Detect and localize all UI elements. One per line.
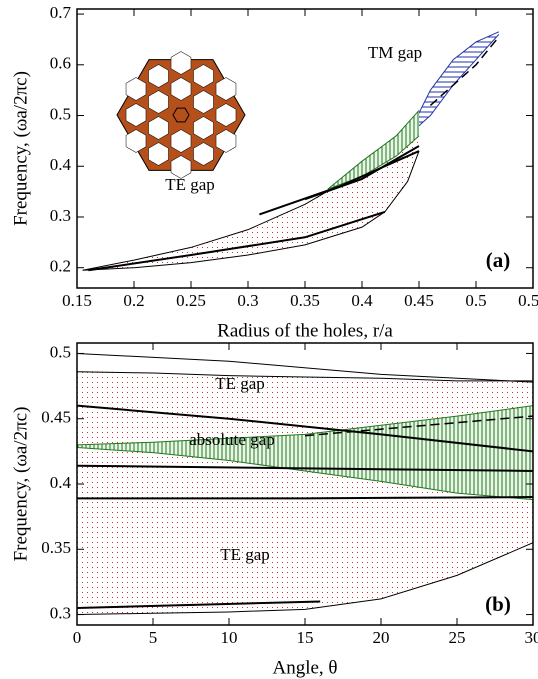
band-edge xyxy=(77,496,533,500)
hole xyxy=(193,90,214,114)
hole xyxy=(193,116,214,140)
y-tick-label: 0.5 xyxy=(50,342,71,361)
y-tick-label: 0.3 xyxy=(50,206,71,225)
band-edge xyxy=(77,600,321,610)
gap-lower-edge xyxy=(327,135,420,190)
gap-lower-edge xyxy=(77,446,533,501)
band-edge xyxy=(77,404,533,453)
hole xyxy=(148,90,169,114)
x-tick-label: 0.35 xyxy=(290,291,320,310)
hole xyxy=(215,77,237,101)
x-tick-label: 15 xyxy=(297,628,314,647)
hole xyxy=(148,142,169,166)
gap-label: TM gap xyxy=(368,43,422,62)
hole xyxy=(125,129,147,153)
band-edge xyxy=(77,352,533,383)
x-tick-label: 0.25 xyxy=(176,291,206,310)
hole xyxy=(215,103,237,127)
hole xyxy=(170,51,192,75)
x-tick-label: 20 xyxy=(373,628,390,647)
annotation: (b) xyxy=(485,592,511,616)
hole xyxy=(148,116,169,140)
y-tick-label: 0.7 xyxy=(50,3,72,22)
x-tick-label: 25 xyxy=(449,628,466,647)
y-axis-label: Frequency, (ωa/2πc) xyxy=(10,71,31,226)
band-edge xyxy=(304,415,533,437)
gap-label: TE gap xyxy=(220,545,270,564)
gap-label: TE gap xyxy=(165,175,215,194)
x-tick-label: 0.15 xyxy=(62,291,92,310)
x-tick-label: 0.5 xyxy=(465,291,486,310)
band-edge xyxy=(429,36,500,106)
x-tick-label: 0.3 xyxy=(237,291,258,310)
plot: TE gap absolute gap 0 5 10 15 20 25 30 0.3 0.35 0.4… xyxy=(10,342,538,678)
slab xyxy=(116,59,246,171)
gap-region xyxy=(82,115,419,271)
y-tick-label: 0.5 xyxy=(50,104,71,123)
gap-region xyxy=(327,110,419,190)
x-tick-label: 30 xyxy=(525,628,538,647)
y-tick-label: 0.45 xyxy=(41,408,71,427)
y-tick-label: 0.35 xyxy=(41,538,71,557)
gap-region xyxy=(77,405,533,500)
hole xyxy=(125,77,147,101)
defect xyxy=(172,107,190,123)
inset xyxy=(116,51,246,179)
x-tick-label: 5 xyxy=(149,628,158,647)
gap-upper-edge xyxy=(407,31,500,137)
x-tick-label: 0.2 xyxy=(123,291,144,310)
x-tick-label: 0.55 xyxy=(518,291,538,310)
gap-lower-edge xyxy=(82,150,420,271)
gap-upper-edge xyxy=(327,110,420,190)
hole xyxy=(148,64,169,88)
plot-area xyxy=(77,352,533,616)
x-tick-label: 0.45 xyxy=(404,291,434,310)
annotation: (a) xyxy=(486,248,511,272)
plot: TE gap TM gap 0.15 0.2 0.25 0.3 0.35 0.4 0.45 0.5… xyxy=(10,3,538,341)
hole xyxy=(215,129,237,153)
band-edge xyxy=(88,210,386,272)
y-tick-label: 0.4 xyxy=(50,155,72,174)
y-tick-label: 0.6 xyxy=(50,54,71,73)
band-edge xyxy=(77,464,533,472)
x-axis-label: Angle, θ xyxy=(272,657,337,678)
plot-area xyxy=(82,31,500,272)
y-tick-label: 0.4 xyxy=(50,473,72,492)
band-edge xyxy=(304,145,420,201)
hole xyxy=(170,77,192,101)
hole xyxy=(125,103,147,127)
gap-lower-edge xyxy=(77,542,533,616)
gap-region xyxy=(407,31,499,136)
y-tick-label: 0.2 xyxy=(50,257,71,276)
x-tick-label: 10 xyxy=(221,628,238,647)
gap-upper-edge xyxy=(77,371,533,382)
hole xyxy=(170,155,192,179)
x-tick-label: 0 xyxy=(73,628,82,647)
hole xyxy=(170,129,192,153)
x-tick-label: 0.4 xyxy=(351,291,373,310)
y-axis-label: Frequency, (ωa/2πc) xyxy=(10,407,31,562)
x-axis-label: Radius of the holes, r/a xyxy=(217,320,393,341)
annotation: TE gap xyxy=(215,374,265,393)
hole xyxy=(193,64,214,88)
gap-label: absolute gap xyxy=(189,430,274,449)
y-tick-label: 0.3 xyxy=(50,603,71,622)
hole xyxy=(193,142,214,166)
gap-upper-edge xyxy=(77,405,533,446)
